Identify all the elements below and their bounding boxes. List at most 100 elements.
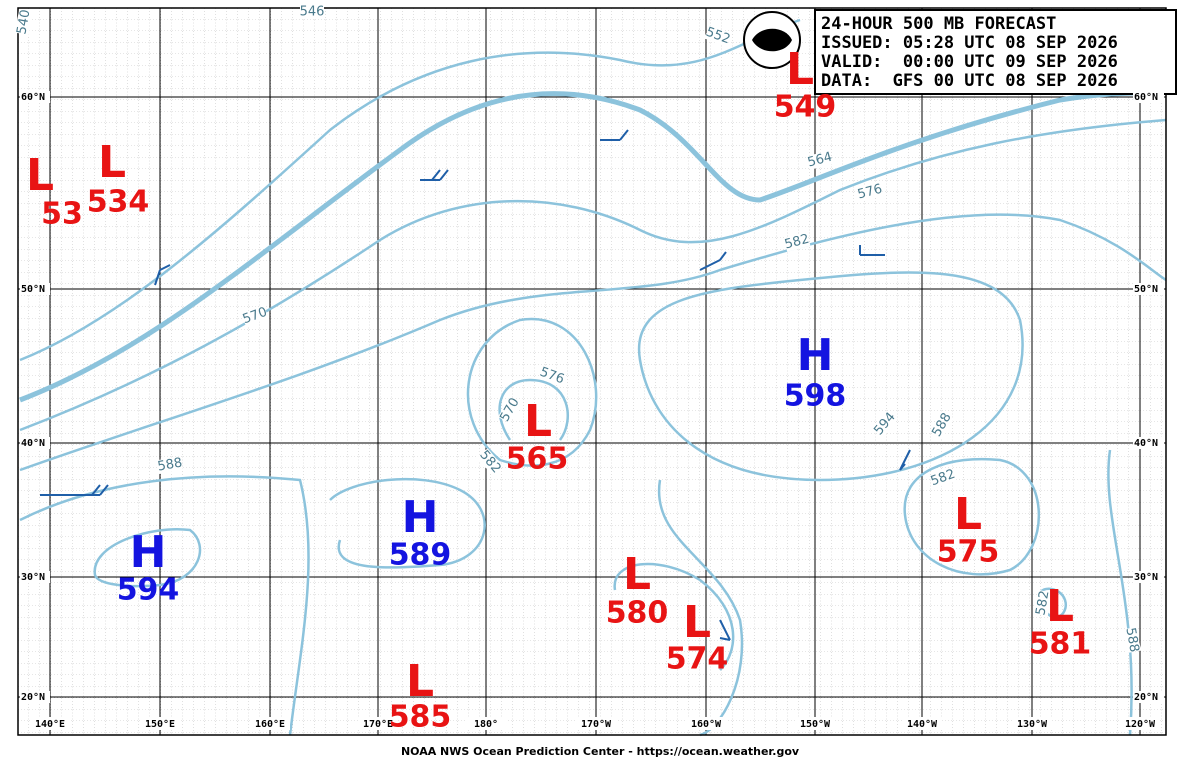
lon-label: 170°E (363, 719, 393, 730)
label-bg (1133, 691, 1164, 703)
center-symbol: L (406, 656, 434, 707)
label-bg (538, 365, 566, 387)
lon-label: 170°W (581, 719, 612, 730)
header-line: DATA: GFS 00 UTC 08 SEP 2026 (821, 71, 1118, 91)
contours (19, 18, 1167, 737)
center-value: 585 (389, 700, 452, 735)
label-bg (902, 717, 942, 730)
label-bg (1133, 283, 1164, 295)
lat-label: 30°N (21, 572, 45, 583)
label-bg (806, 150, 834, 170)
wind-barbs (40, 129, 911, 641)
lat-label: 60°N (21, 92, 45, 103)
footer: NOAA NWS Ocean Prediction Center - https… (401, 745, 800, 758)
label-bg (1123, 626, 1141, 654)
center-symbol: H (130, 527, 167, 578)
header-line: ISSUED: 05:28 UTC 08 SEP 2026 (821, 33, 1118, 53)
lat-label: 50°N (21, 284, 45, 295)
lon-label: 180° (474, 719, 498, 730)
center-symbol: L (954, 489, 982, 540)
center-value: 580 (606, 596, 669, 631)
label-bg (704, 25, 732, 47)
label-bg (156, 456, 184, 474)
label-bg (20, 691, 50, 703)
lat-label: 40°N (1134, 438, 1158, 449)
label-bg (300, 5, 324, 19)
header-line: 24-HOUR 500 MB FORECAST (821, 14, 1056, 34)
lon-label: 120°W (1125, 719, 1156, 730)
contour-label: 546 (300, 5, 325, 20)
contour-label: 582 (1033, 589, 1052, 616)
label-bg (250, 717, 290, 730)
lon-label: 140°W (907, 719, 938, 730)
label-bg (20, 571, 50, 583)
label-bg (929, 411, 955, 439)
lat-label: 20°N (21, 692, 45, 703)
lon-label: 150°E (145, 719, 175, 730)
header-line: VALID: 00:00 UTC 09 SEP 2026 (821, 52, 1118, 72)
contour-label: 540 (14, 8, 33, 35)
center-value: 565 (506, 442, 569, 477)
center-symbol: L (26, 150, 54, 201)
label-bg (20, 437, 50, 449)
label-bg (1034, 589, 1052, 617)
lat-label: 50°N (1134, 284, 1158, 295)
label-bg (1120, 717, 1160, 730)
label-bg (1133, 571, 1164, 583)
center-value: 575 (937, 535, 1000, 570)
center-value: 589 (389, 538, 452, 573)
center-symbol: L (1046, 581, 1074, 632)
label-bg (497, 396, 523, 424)
label-bg (466, 717, 506, 730)
contour-label: 576 (856, 182, 884, 203)
label-bg (20, 91, 50, 103)
label-bg (871, 410, 899, 438)
lat-label: 30°N (1134, 572, 1158, 583)
contour-label: 588 (1122, 626, 1141, 653)
major-grid (18, 8, 1166, 735)
center-symbol: L (683, 597, 711, 648)
label-bg (358, 717, 398, 730)
center-symbol: H (402, 492, 439, 543)
label-bg (929, 467, 957, 489)
label-bg (576, 717, 616, 730)
header-box (814, 9, 1177, 95)
contour-label: 588 (156, 455, 183, 474)
lon-label: 140°E (35, 719, 65, 730)
label-bg (795, 717, 835, 730)
label-bg (783, 232, 811, 252)
label-bg (476, 448, 504, 476)
label-bg (15, 8, 33, 36)
center-value: 574 (666, 642, 729, 677)
lon-label: 150°W (800, 719, 831, 730)
lon-label: 160°E (255, 719, 285, 730)
label-bg (30, 717, 70, 730)
center-symbol: H (797, 330, 834, 381)
contour-label: 582 (783, 232, 811, 253)
lon-label: 160°W (691, 719, 722, 730)
lat-label: 60°N (1134, 92, 1158, 103)
center-symbol: L (623, 549, 651, 600)
map-frame (17, 7, 1167, 736)
label-bg (856, 182, 884, 202)
center-symbol: L (524, 396, 552, 447)
center-value: 581 (1029, 627, 1092, 662)
label-bg (686, 717, 726, 730)
contour-label: 564 (806, 150, 834, 171)
center-value: 598 (784, 379, 847, 414)
center-value: 53 (41, 197, 83, 232)
noaa-logo (743, 11, 801, 69)
center-value: 549 (774, 90, 837, 125)
label-bg (241, 305, 269, 327)
lon-label: 130°W (1017, 719, 1048, 730)
lat-label: 20°N (1134, 692, 1158, 703)
center-symbol: L (786, 44, 814, 95)
label-bg (1133, 437, 1164, 449)
lat-label: 40°N (21, 438, 45, 449)
label-bg (1012, 717, 1052, 730)
label-bg (1133, 91, 1164, 103)
center-value: 534 (87, 185, 150, 220)
center-symbol: L (98, 137, 126, 188)
label-bg (20, 283, 50, 295)
